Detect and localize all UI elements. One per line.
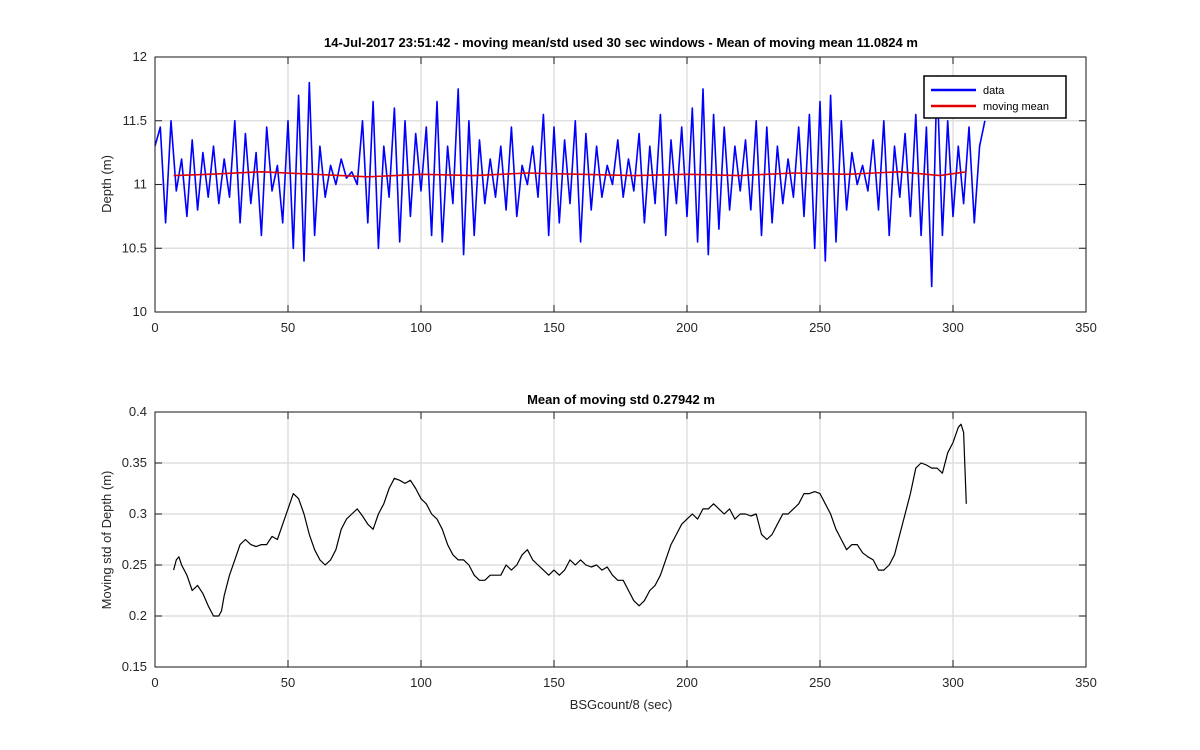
y-tick-label: 11 — [134, 177, 148, 192]
legend-label-moving-mean: moving mean — [983, 101, 1049, 113]
x-tick-label: 300 — [942, 320, 964, 335]
y-tick-label: 0.4 — [129, 404, 147, 419]
y-tick-label: 10 — [133, 304, 147, 319]
x-tick-label: 350 — [1075, 320, 1097, 335]
top-plot-ticks: 0 50 100 150 200 250 300 350 10 10.5 11 11.5 12 — [122, 49, 1097, 335]
x-tick-label: 300 — [942, 675, 964, 690]
top-plot-series — [154, 75, 986, 288]
x-tick-label: 50 — [281, 675, 295, 690]
series-line-moving-std — [173, 423, 967, 617]
y-tick-label: 0.25 — [122, 557, 147, 572]
top-plot-title: 14-Jul-2017 23:51:42 - moving mean/std u… — [324, 35, 918, 50]
y-tick-label: 12 — [133, 49, 147, 64]
x-tick-label: 200 — [676, 320, 698, 335]
x-tick-label: 100 — [410, 675, 432, 690]
bottom-plot-ylabel: Moving std of Depth (m) — [99, 471, 114, 610]
x-tick-label: 200 — [676, 675, 698, 690]
top-plot-depth: 14-Jul-2017 23:51:42 - moving mean/std u… — [99, 35, 1097, 335]
bottom-plot-moving-std: Mean of moving std 0.27942 m Moving std … — [99, 392, 1097, 712]
x-tick-label: 0 — [151, 320, 158, 335]
x-tick-label: 0 — [151, 675, 158, 690]
x-tick-label: 250 — [809, 320, 831, 335]
x-tick-label: 150 — [543, 675, 565, 690]
bottom-plot-xlabel: BSGcount/8 (sec) — [570, 697, 673, 712]
top-plot-ylabel: Depth (m) — [99, 155, 114, 213]
x-tick-label: 150 — [543, 320, 565, 335]
bottom-plot-series — [173, 423, 967, 617]
x-tick-label: 50 — [281, 320, 295, 335]
x-tick-label: 350 — [1075, 675, 1097, 690]
bottom-plot-title: Mean of moving std 0.27942 m — [527, 392, 715, 407]
series-line-data — [154, 75, 986, 288]
top-plot-legend: data moving mean — [923, 75, 1067, 119]
y-tick-label: 0.2 — [129, 608, 147, 623]
series-line-moving-mean — [173, 171, 967, 178]
y-tick-label: 0.3 — [129, 506, 147, 521]
y-tick-label: 0.35 — [122, 455, 147, 470]
y-tick-label: 0.15 — [122, 659, 147, 674]
x-tick-label: 100 — [410, 320, 432, 335]
y-tick-label: 11.5 — [123, 113, 147, 128]
legend-label-data: data — [983, 85, 1005, 97]
legend-box — [923, 75, 1067, 119]
x-tick-label: 250 — [809, 675, 831, 690]
bottom-plot-frame — [154, 411, 1087, 668]
top-plot-frame — [154, 56, 1087, 313]
y-tick-label: 10.5 — [122, 240, 147, 255]
